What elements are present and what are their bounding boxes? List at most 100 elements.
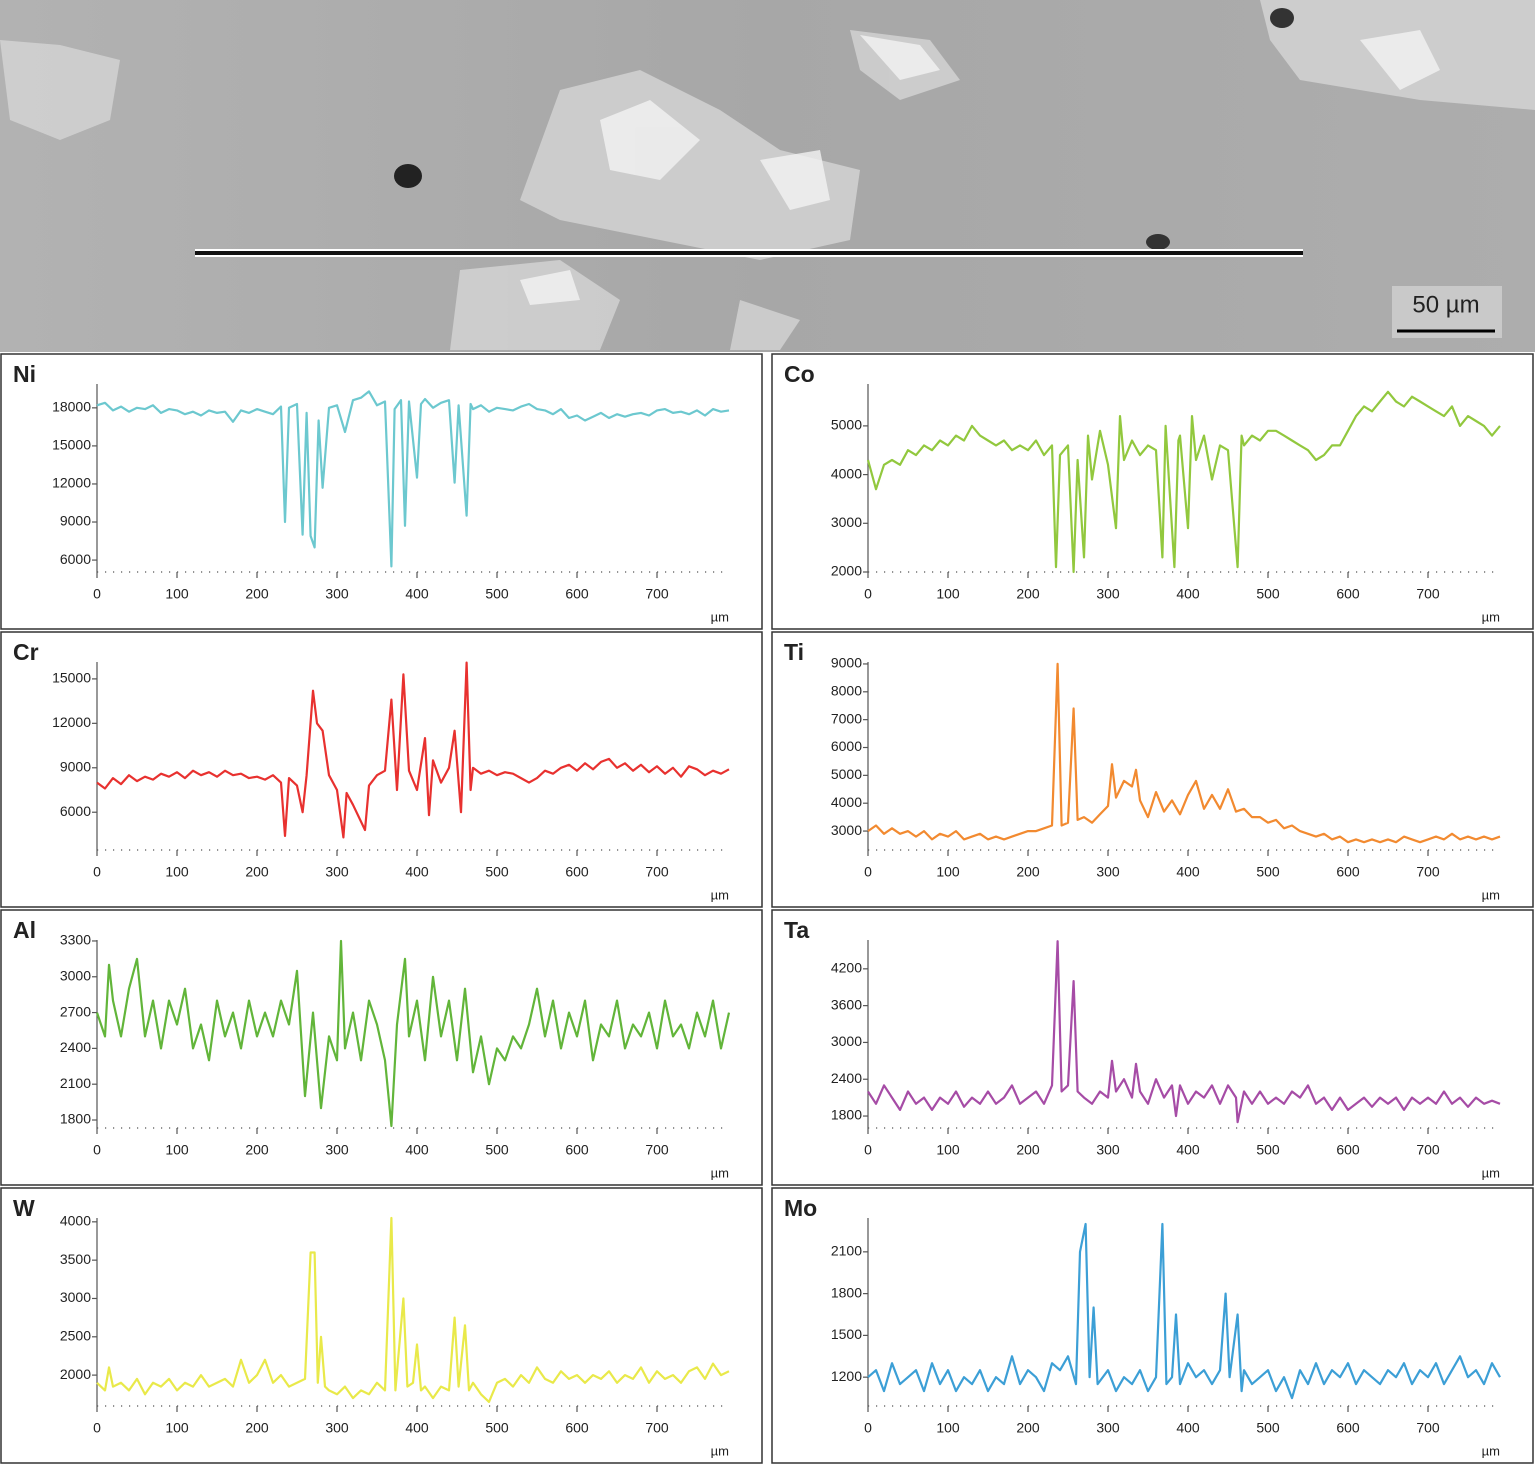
y-tick-label: 6000 [60, 551, 91, 567]
x-tick-label: 0 [93, 1142, 101, 1158]
y-tick-label: 4200 [831, 960, 862, 976]
y-tick-label: 3000 [831, 1033, 862, 1049]
y-tick-label: 2000 [831, 563, 862, 579]
panel-frame [771, 631, 1534, 908]
sem-bright-phases [520, 30, 1440, 305]
data-line [96, 390, 730, 568]
x-tick-label: 700 [1416, 1420, 1440, 1436]
y-tick-label: 4000 [831, 465, 862, 481]
pore [1146, 234, 1170, 250]
y-tick-label: 18000 [52, 399, 91, 415]
scale-bar-label: 50 µm [1412, 291, 1479, 318]
y-tick-label: 15000 [52, 437, 91, 453]
y-tick-label: 8000 [831, 683, 862, 699]
y-tick-label: 3000 [831, 822, 862, 838]
x-tick-label: 100 [165, 1142, 189, 1158]
x-tick-label: 0 [864, 864, 872, 880]
x-tick-label: 500 [1256, 864, 1280, 880]
y-tick-label: 4000 [60, 1213, 91, 1229]
x-tick-label: 200 [245, 1420, 269, 1436]
x-unit: µm [1482, 1443, 1500, 1458]
x-tick-label: 100 [165, 864, 189, 880]
panel-title: Ni [13, 361, 36, 387]
x-tick-label: 200 [245, 586, 269, 602]
data-line [867, 940, 1501, 1124]
x-tick-label: 0 [93, 586, 101, 602]
y-tick-label: 3600 [831, 996, 862, 1012]
y-tick-label: 2100 [60, 1075, 91, 1091]
x-tick-label: 300 [325, 586, 349, 602]
panel: Ta 1800 2400 3000 3600 4200 0 100 200 300 400 500 60… [771, 909, 1534, 1186]
y-tick-label: 9000 [60, 758, 91, 774]
y-tick-label: 9000 [831, 655, 862, 671]
panel-frame [0, 1187, 763, 1464]
panel: Cr 6000 9000 12000 15000 0 100 200 300 400 500 600 7… [0, 631, 763, 908]
x-tick-label: 200 [1016, 1420, 1040, 1436]
x-tick-label: 400 [1176, 1420, 1200, 1436]
x-tick-label: 0 [864, 586, 872, 602]
x-tick-label: 300 [325, 1420, 349, 1436]
x-tick-label: 500 [1256, 1142, 1280, 1158]
y-tick-label: 5000 [831, 766, 862, 782]
data-line [96, 661, 730, 839]
y-tick-label: 5000 [831, 417, 862, 433]
x-tick-label: 400 [1176, 1142, 1200, 1158]
x-tick-label: 100 [165, 586, 189, 602]
x-tick-label: 700 [1416, 1142, 1440, 1158]
x-unit: µm [711, 1443, 729, 1458]
x-tick-label: 700 [645, 864, 669, 880]
x-tick-label: 100 [936, 864, 960, 880]
y-tick-label: 4000 [831, 794, 862, 810]
y-tick-label: 1500 [831, 1326, 862, 1342]
x-tick-label: 300 [1096, 586, 1120, 602]
x-tick-label: 300 [325, 1142, 349, 1158]
y-tick-label: 3000 [60, 1289, 91, 1305]
x-tick-label: 200 [1016, 586, 1040, 602]
panel-title: Cr [13, 639, 39, 665]
y-tick-label: 1200 [831, 1368, 862, 1384]
x-tick-label: 400 [405, 1420, 429, 1436]
panel: Co 2000 3000 4000 5000 0 100 200 300 400 500 600 700… [771, 353, 1534, 630]
panel-frame [0, 353, 763, 630]
panel: Al 1800 2100 2400 2700 3000 3300 0 100 200 300 400 5… [0, 909, 763, 1186]
x-tick-label: 500 [485, 586, 509, 602]
data-line [95, 939, 731, 1128]
x-tick-label: 100 [936, 1420, 960, 1436]
y-tick-label: 2400 [60, 1039, 91, 1055]
y-tick-label: 2500 [60, 1327, 91, 1343]
x-tick-label: 600 [1336, 1420, 1360, 1436]
x-tick-label: 400 [1176, 586, 1200, 602]
x-tick-label: 300 [1096, 1420, 1120, 1436]
y-tick-label: 3500 [60, 1251, 91, 1267]
x-tick-label: 0 [864, 1142, 872, 1158]
panel-title: Mo [784, 1195, 817, 1221]
x-tick-label: 300 [1096, 864, 1120, 880]
x-tick-label: 0 [93, 864, 101, 880]
x-tick-label: 300 [1096, 1142, 1120, 1158]
x-tick-label: 700 [645, 586, 669, 602]
panel-frame [771, 1187, 1534, 1464]
x-tick-label: 200 [245, 1142, 269, 1158]
x-unit: µm [711, 609, 729, 624]
y-tick-label: 3000 [60, 967, 91, 983]
y-tick-label: 3300 [60, 932, 91, 948]
x-unit: µm [711, 1165, 729, 1180]
x-tick-label: 600 [565, 1420, 589, 1436]
panel-title: Co [784, 361, 815, 387]
data-line [866, 390, 1501, 574]
x-tick-label: 700 [645, 1142, 669, 1158]
x-tick-label: 200 [1016, 1142, 1040, 1158]
y-tick-label: 3000 [831, 514, 862, 530]
data-line [96, 1216, 730, 1403]
y-tick-label: 7000 [831, 710, 862, 726]
x-tick-label: 200 [245, 864, 269, 880]
panel-title: Ti [784, 639, 804, 665]
x-tick-label: 600 [1336, 1142, 1360, 1158]
y-tick-label: 12000 [52, 475, 91, 491]
x-tick-label: 600 [565, 864, 589, 880]
y-tick-label: 1800 [831, 1284, 862, 1300]
pore [1270, 8, 1294, 28]
data-line [867, 662, 1501, 844]
pore [394, 164, 422, 188]
